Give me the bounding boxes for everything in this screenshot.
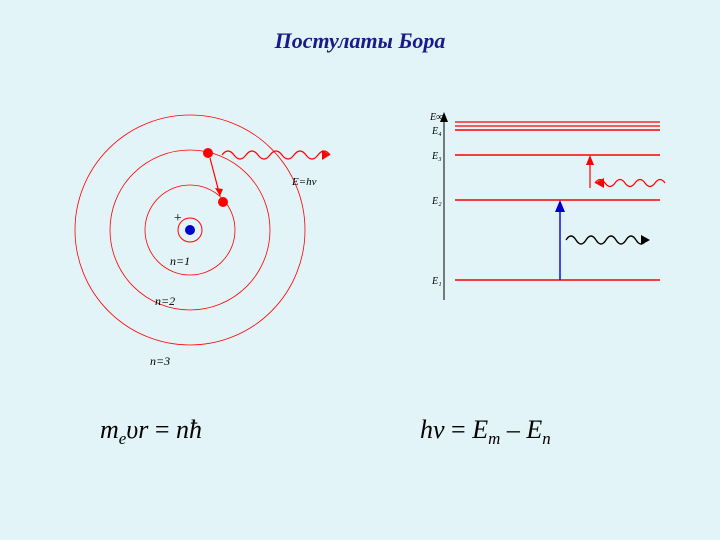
level-e1-label: E₁: [431, 276, 442, 287]
incoming-arrow-head: [586, 155, 594, 165]
orbit-label-1: n=1: [170, 254, 190, 268]
level-e4-label: E₄: [431, 126, 442, 137]
electron-inner: [218, 197, 228, 207]
electron-outer: [203, 148, 213, 158]
energy-inf-label: E∞: [429, 112, 443, 123]
orbit-label-3: n=3: [150, 354, 170, 368]
f2-n: n: [542, 429, 550, 448]
f1-r: r: [138, 415, 148, 444]
nucleus-inner: [185, 225, 195, 235]
photon-wave: [222, 151, 330, 159]
f2-E2: E: [526, 415, 542, 444]
f1-hbar: ħ: [189, 415, 202, 444]
energy-level-diagram: E∞ E₄ E₃ E₂ E₁: [380, 110, 680, 310]
emission-arrow-head: [555, 200, 565, 212]
plus-label: +: [173, 211, 182, 226]
orbit-diagram: + n=1 n=2 n=3 E=hν: [60, 100, 370, 380]
f1-n: n: [176, 415, 189, 444]
level-e3-label: E₃: [431, 151, 442, 162]
f2-E1: E: [472, 415, 488, 444]
incoming-photon-wave: [595, 180, 665, 187]
level-e2-label: E₂: [431, 196, 442, 207]
f1-v: υ: [126, 415, 138, 444]
f1-m: m: [100, 415, 119, 444]
f2-eq: =: [445, 415, 473, 444]
formula-photon-energy: hν = Em – En: [420, 415, 551, 449]
f2-hv: hν: [420, 415, 445, 444]
slide-title: Постулаты Бора: [0, 28, 720, 54]
outgoing-photon-wave: [566, 236, 646, 244]
transition-arrow-head: [215, 188, 223, 196]
f1-eq: =: [148, 415, 176, 444]
photon-label: E=hν: [291, 176, 317, 188]
formula-angular-momentum: meυr = nħ: [100, 415, 202, 449]
f2-minus: –: [500, 415, 526, 444]
outgoing-photon-wave-head: [641, 235, 650, 245]
f2-m: m: [488, 429, 500, 448]
orbit-label-2: n=2: [155, 294, 175, 308]
